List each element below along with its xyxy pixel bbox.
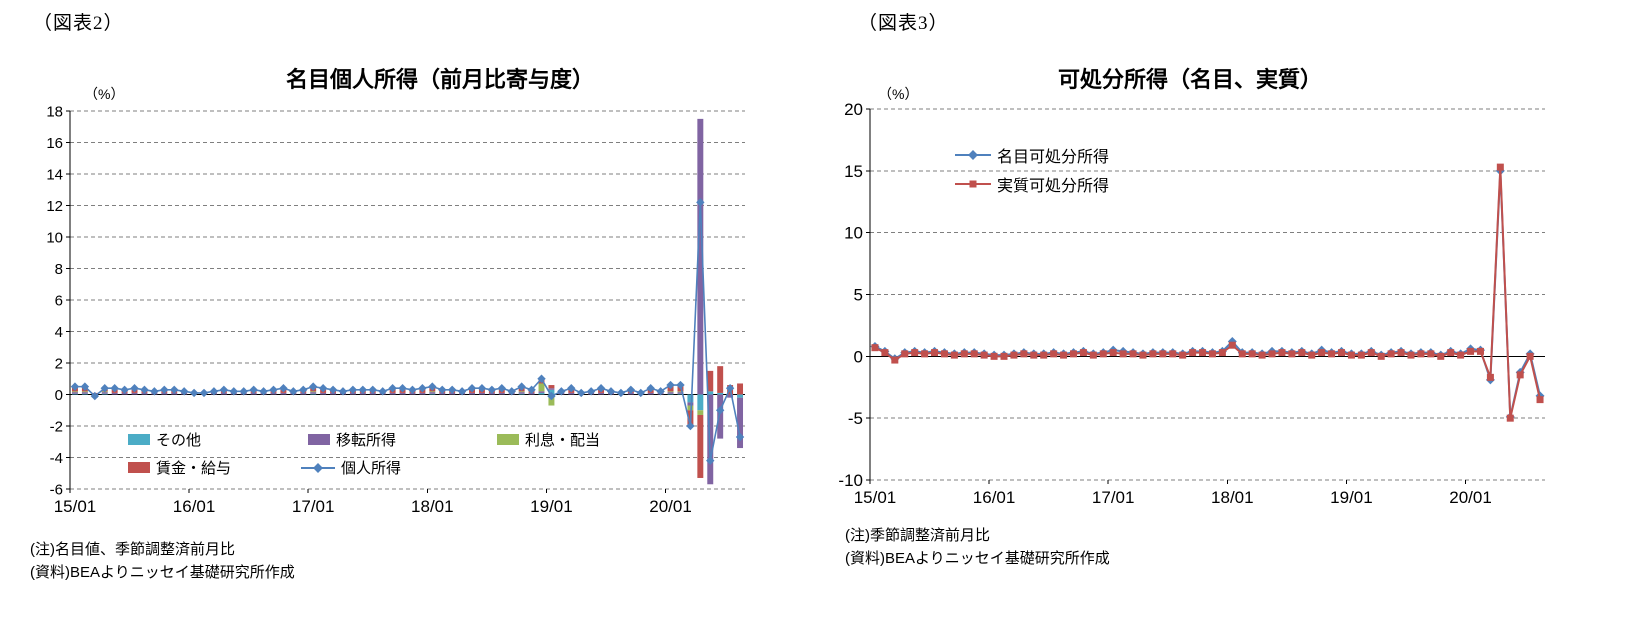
figure2-legend-item-transfer: 移転所得 [308, 429, 396, 450]
diamond-marker-icon [968, 150, 978, 160]
svg-text:-4: -4 [50, 450, 63, 467]
svg-text:18: 18 [46, 103, 63, 120]
nominal-dpi-line-marker-icon [955, 150, 991, 160]
svg-text:14: 14 [46, 166, 63, 183]
svg-text:6: 6 [55, 292, 63, 309]
figure3-title: 可処分所得（名目、実質） [1057, 67, 1322, 92]
svg-text:-6: -6 [50, 481, 63, 498]
figure2-legend-item-other: その他 [128, 429, 201, 450]
svg-text:15: 15 [844, 162, 863, 181]
figure2-note-1: (注)名目値、季節調整済前月比 [30, 541, 235, 558]
svg-text:10: 10 [844, 224, 863, 243]
figure3-chart-svg: -10 -5 0 5 10 15 20 15/01 16/01 17/01 18/01 19/01 20… [838, 100, 1545, 507]
figure2-legend-item-wages: 賃金・給与 [128, 457, 231, 478]
svg-text:4: 4 [55, 324, 63, 341]
svg-text:19/01: 19/01 [530, 497, 573, 516]
svg-text:17/01: 17/01 [1092, 488, 1135, 507]
figure3-legend-item-nominal: 名目可処分所得 [955, 143, 1109, 167]
svg-text:-10: -10 [838, 471, 863, 490]
figure2-unit-label: （%） [84, 86, 125, 102]
diamond-marker-icon [313, 462, 323, 473]
svg-text:10: 10 [46, 229, 63, 246]
nominal-dpi-legend-label: 名目可処分所得 [997, 149, 1110, 166]
real-dpi-legend-label: 実質可処分所得 [997, 178, 1110, 195]
svg-text:15/01: 15/01 [854, 488, 897, 507]
other-color-swatch [128, 434, 150, 445]
svg-text:0: 0 [854, 347, 863, 366]
svg-text:15/01: 15/01 [54, 497, 97, 516]
figure2-chart-svg: -6 -4 -2 0 2 4 6 8 10 12 14 16 18 15/01 16/01 17/01 18/0… [46, 103, 745, 516]
svg-text:12: 12 [46, 198, 63, 215]
figure3-note-1: (注)季節調整済前月比 [845, 527, 990, 544]
svg-text:17/01: 17/01 [292, 497, 335, 516]
svg-text:2: 2 [55, 355, 63, 372]
other-legend-label: その他 [156, 432, 202, 449]
svg-text:20/01: 20/01 [649, 497, 692, 516]
interest-dividend-color-swatch [497, 434, 519, 445]
svg-text:5: 5 [854, 285, 863, 304]
svg-text:0: 0 [55, 387, 63, 404]
square-marker-icon [969, 180, 977, 188]
figure2-legend-item-personal-income: 個人所得 [301, 457, 401, 478]
svg-text:16/01: 16/01 [973, 488, 1016, 507]
svg-text:-5: -5 [848, 409, 863, 428]
interest-dividend-legend-label: 利息・配当 [525, 432, 601, 449]
personal-income-legend-label: 個人所得 [341, 460, 402, 477]
personal-income-line-marker-icon [301, 462, 335, 473]
transfer-income-color-swatch [308, 434, 330, 445]
wages-color-swatch [128, 462, 150, 473]
figure2-title: 名目個人所得（前月比寄与度） [285, 67, 594, 92]
figure3-unit-label: （%） [878, 86, 919, 102]
wages-legend-label: 賃金・給与 [156, 460, 232, 477]
figure3-tag: （図表3） [858, 13, 949, 34]
figure3-legend-item-real: 実質可処分所得 [955, 172, 1109, 196]
svg-text:18/01: 18/01 [411, 497, 454, 516]
real-dpi-line-marker-icon [955, 180, 991, 188]
figure3-note-2: (資料)BEAよりニッセイ基礎研究所作成 [845, 550, 1110, 567]
transfer-income-legend-label: 移転所得 [336, 432, 397, 449]
figure2-tag: （図表2） [33, 13, 124, 34]
svg-text:-2: -2 [50, 418, 63, 435]
svg-text:18/01: 18/01 [1211, 488, 1254, 507]
figure2-legend-item-interest: 利息・配当 [497, 429, 600, 450]
figure2-note-2: (資料)BEAよりニッセイ基礎研究所作成 [30, 564, 295, 581]
svg-text:20/01: 20/01 [1449, 488, 1492, 507]
svg-text:19/01: 19/01 [1330, 488, 1373, 507]
svg-text:8: 8 [55, 261, 63, 278]
svg-text:16/01: 16/01 [173, 497, 216, 516]
svg-text:16: 16 [46, 135, 63, 152]
svg-text:20: 20 [844, 100, 863, 119]
